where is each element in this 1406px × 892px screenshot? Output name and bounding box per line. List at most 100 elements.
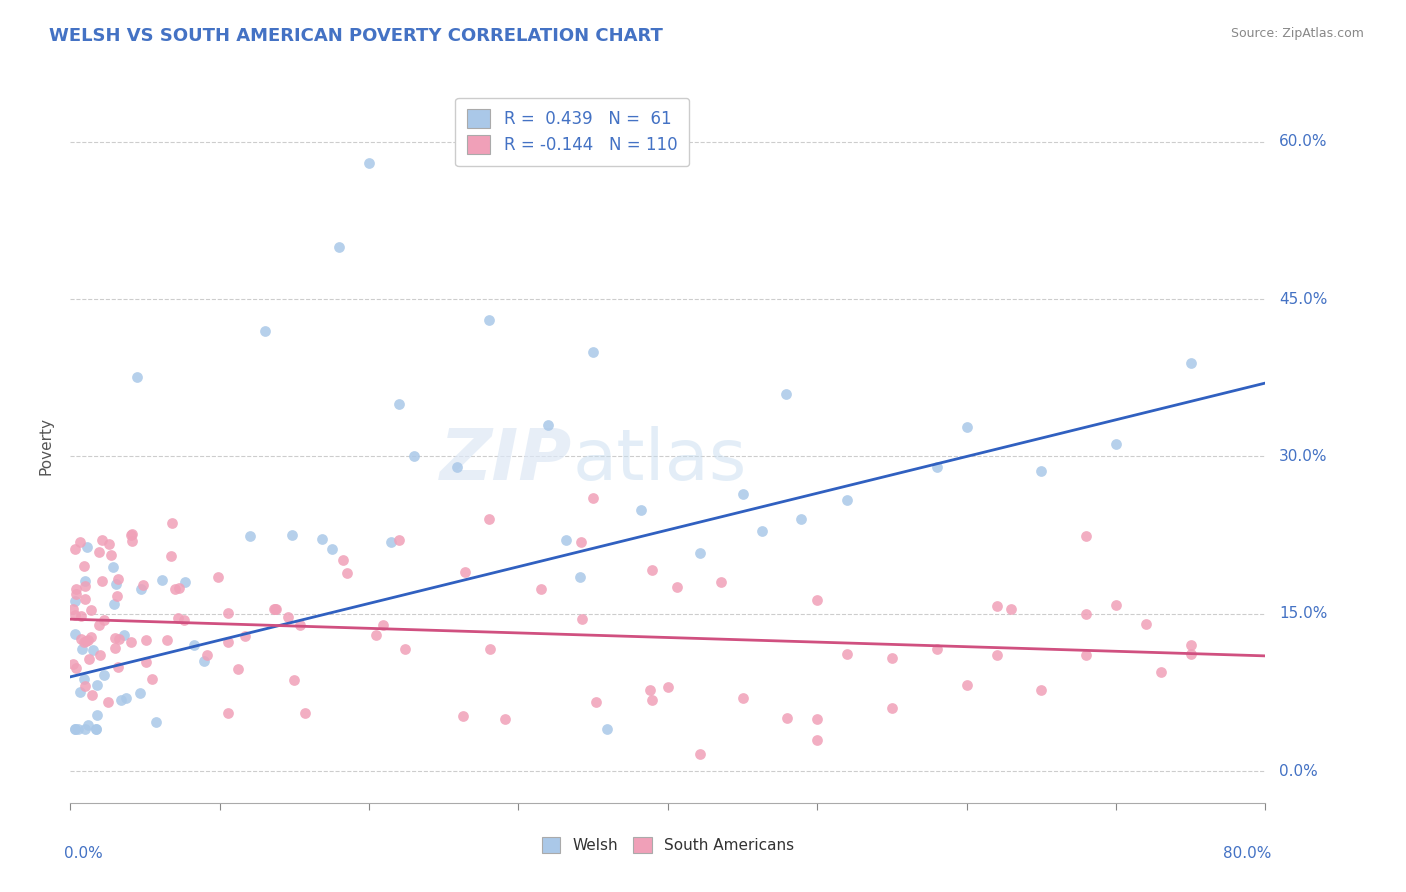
Point [288,617,311,632]
Point [104,631,127,645]
Point [65,587,87,601]
Point [70,608,93,623]
Point [585,695,607,709]
Point [328,239,350,253]
Point [689,546,711,560]
Point [806,592,828,607]
Point [100,548,122,562]
Point [195,648,218,663]
Point [1105,437,1128,451]
Point [1076,648,1098,663]
Point [129,582,152,597]
Point [388,397,411,411]
Point [104,640,127,655]
Point [388,533,411,548]
Point [731,486,754,500]
Point [880,650,903,665]
Point [104,577,127,591]
Point [73,679,96,693]
Point [569,535,592,549]
Point [101,560,124,574]
Point [253,324,276,338]
Point [925,642,948,657]
Point [165,582,187,596]
Text: WELSH VS SOUTH AMERICAN POVERTY CORRELATION CHART: WELSH VS SOUTH AMERICAN POVERTY CORRELAT… [49,27,664,45]
Point [263,602,285,616]
Point [75,579,97,593]
Point [173,613,195,627]
Point [1076,607,1098,621]
Point [76,632,98,647]
Point [239,528,262,542]
Point [120,527,142,541]
Point [159,549,181,563]
Point [112,628,135,642]
Point [69,534,91,549]
Point [150,573,173,587]
Point [73,591,96,606]
Point [121,526,143,541]
Text: 80.0%: 80.0% [1223,846,1271,861]
Point [135,632,157,647]
Point [69,632,91,646]
Point [790,511,813,525]
Point [107,659,129,673]
Point [90,533,112,547]
Point [478,512,501,526]
Point [359,155,381,169]
Point [91,574,114,588]
Point [73,558,96,573]
Point [336,566,359,580]
Point [1180,647,1202,661]
Point [66,723,89,737]
Point [132,578,155,592]
Point [311,532,333,546]
Text: 0.0%: 0.0% [1279,764,1317,779]
Point [530,582,553,597]
Point [97,695,120,709]
Point [174,574,197,589]
Point [63,607,86,622]
Legend: Welsh, South Americans: Welsh, South Americans [536,831,800,859]
Text: ZIP: ZIP [440,425,572,495]
Point [63,723,86,737]
Point [63,593,86,607]
Point [582,344,605,359]
Point [167,610,190,624]
Point [1180,356,1202,370]
Point [689,747,711,761]
Point [226,662,249,676]
Point [776,711,799,725]
Point [156,632,179,647]
Point [956,677,979,691]
Point [263,602,285,616]
Point [277,609,299,624]
Point [120,635,142,649]
Point [86,708,108,723]
Point [233,629,256,643]
Point [80,688,103,702]
Point [451,709,474,723]
Point [65,582,87,596]
Point [571,612,593,626]
Point [160,516,183,530]
Point [332,553,354,567]
Point [75,574,97,588]
Point [986,599,1008,613]
Point [641,563,664,577]
Text: 15.0%: 15.0% [1279,607,1327,622]
Point [135,655,157,669]
Point [93,613,115,627]
Point [217,606,239,620]
Point [555,533,578,548]
Point [1000,602,1022,616]
Point [364,628,387,642]
Point [86,678,108,692]
Point [63,542,86,557]
Point [93,668,115,682]
Point [402,450,425,464]
Point [1031,464,1053,478]
Point [80,631,103,645]
Point [986,648,1008,662]
Point [837,492,859,507]
